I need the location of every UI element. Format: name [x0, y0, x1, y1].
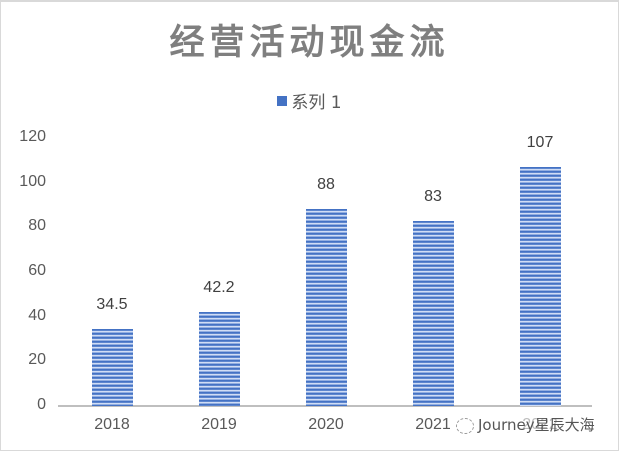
x-axis-line	[58, 405, 592, 407]
x-tick-label: 2021	[415, 416, 451, 433]
x-tick-label: 2020	[308, 416, 344, 433]
x-tick-label: 2018	[94, 416, 130, 433]
bar-2022	[520, 167, 561, 406]
data-label: 34.5	[96, 295, 128, 313]
bar-2018	[92, 328, 133, 406]
data-label: 42.2	[203, 278, 235, 296]
legend: 系列 1	[0, 88, 619, 113]
y-tick-label: 80	[28, 217, 46, 235]
bar-2019	[199, 311, 240, 406]
legend-label: 系列 1	[291, 93, 342, 113]
bar-2021	[413, 220, 454, 406]
data-label: 83	[424, 187, 442, 205]
x-tick-label: 2019	[201, 416, 237, 433]
data-label: 88	[317, 176, 335, 194]
chart-title: 经营活动现金流	[169, 23, 450, 63]
y-tick-label: 0	[37, 396, 46, 413]
y-tick-label: 20	[28, 351, 46, 369]
y-tick-label: 60	[28, 262, 46, 279]
legend-swatch-icon	[277, 96, 288, 106]
y-tick-label: 100	[19, 172, 46, 190]
watermark: Journey星辰大海	[456, 414, 595, 435]
wechat-icon	[456, 417, 474, 434]
data-label: 107	[526, 134, 554, 152]
y-tick-label: 40	[28, 306, 46, 324]
y-tick-label: 120	[19, 128, 46, 145]
watermark-text: Journey星辰大海	[478, 416, 595, 434]
bar-2020	[306, 209, 347, 406]
